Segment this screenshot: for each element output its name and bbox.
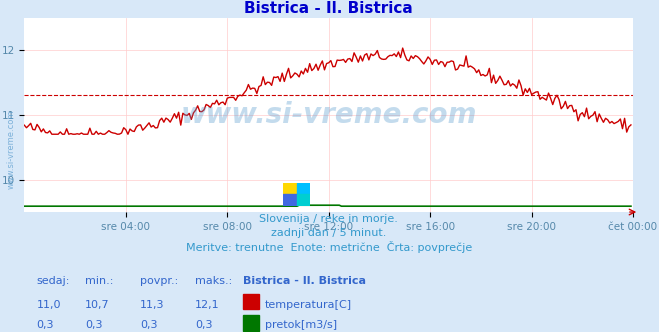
Text: www.si-vreme.com: www.si-vreme.com — [7, 110, 16, 189]
Text: povpr.:: povpr.: — [140, 276, 179, 286]
Text: 0,3: 0,3 — [36, 320, 54, 330]
Bar — [243, 294, 259, 309]
Text: Meritve: trenutne  Enote: metrične  Črta: povprečje: Meritve: trenutne Enote: metrične Črta: … — [186, 241, 472, 253]
Text: Slovenija / reke in morje.: Slovenija / reke in morje. — [259, 214, 398, 224]
Text: maks.:: maks.: — [195, 276, 232, 286]
Title: Bistrica - Il. Bistrica: Bistrica - Il. Bistrica — [244, 1, 413, 16]
Bar — [283, 194, 297, 206]
Text: 0,3: 0,3 — [85, 320, 103, 330]
Text: 11,3: 11,3 — [140, 300, 165, 310]
Text: 0,3: 0,3 — [195, 320, 212, 330]
Bar — [243, 315, 259, 331]
Text: 0,3: 0,3 — [140, 320, 158, 330]
Text: zadnji dan / 5 minut.: zadnji dan / 5 minut. — [271, 228, 386, 238]
Text: 10,7: 10,7 — [85, 300, 110, 310]
Text: sedaj:: sedaj: — [36, 276, 70, 286]
Bar — [297, 183, 310, 194]
Text: min.:: min.: — [85, 276, 113, 286]
Text: www.si-vreme.com: www.si-vreme.com — [181, 101, 477, 129]
Text: pretok[m3/s]: pretok[m3/s] — [265, 320, 337, 330]
Text: 12,1: 12,1 — [195, 300, 219, 310]
Text: temperatura[C]: temperatura[C] — [265, 300, 352, 310]
Bar — [283, 183, 297, 194]
Text: 11,0: 11,0 — [36, 300, 61, 310]
Bar — [297, 194, 310, 206]
Text: Bistrica - Il. Bistrica: Bistrica - Il. Bistrica — [243, 276, 366, 286]
